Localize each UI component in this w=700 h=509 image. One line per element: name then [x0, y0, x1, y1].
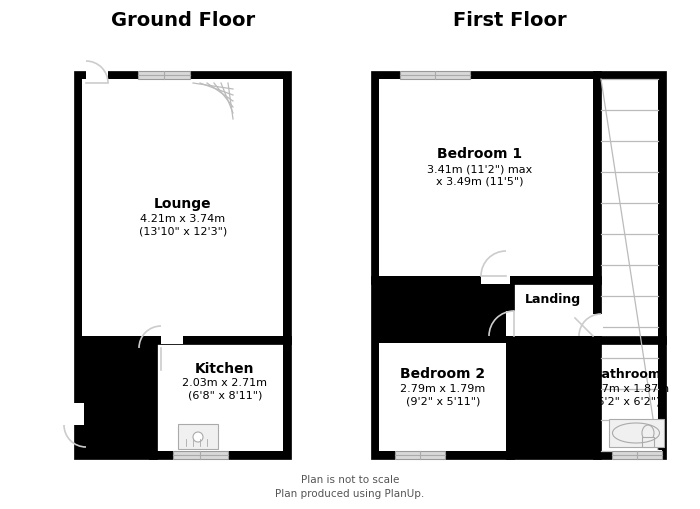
Text: (13'10" x 12'3"): (13'10" x 12'3")	[139, 226, 227, 236]
Bar	[371, 276, 601, 284]
Bar	[642, 437, 654, 447]
Text: x 3.49m (11'5"): x 3.49m (11'5")	[436, 176, 524, 186]
Bar	[138, 70, 190, 80]
Bar	[593, 336, 666, 344]
Bar	[74, 403, 84, 425]
Text: (6'8" x 8'11"): (6'8" x 8'11")	[188, 390, 262, 400]
Bar	[593, 314, 603, 336]
Bar	[601, 79, 658, 451]
Text: 2.03m x 2.71m: 2.03m x 2.71m	[183, 378, 267, 388]
Bar	[601, 343, 658, 451]
Text: Kitchen: Kitchen	[195, 362, 255, 376]
Bar	[173, 451, 228, 459]
Bar	[506, 311, 516, 336]
Bar	[481, 274, 510, 284]
Text: (6'2" x 6'2"): (6'2" x 6'2")	[594, 396, 661, 406]
Bar	[149, 336, 157, 459]
Bar	[395, 451, 445, 459]
Bar	[74, 71, 291, 459]
Bar	[395, 450, 445, 460]
Text: Bathroom: Bathroom	[593, 367, 662, 381]
Bar	[149, 336, 291, 344]
Ellipse shape	[642, 425, 654, 441]
Text: First Floor: First Floor	[453, 11, 567, 30]
Text: Lounge: Lounge	[154, 197, 212, 211]
Bar	[161, 334, 183, 344]
Bar	[173, 450, 228, 460]
Text: Bedroom 1: Bedroom 1	[438, 147, 523, 161]
Bar	[86, 69, 108, 79]
Text: Bedroom 2: Bedroom 2	[400, 367, 486, 381]
Bar	[379, 79, 593, 276]
Bar	[400, 70, 470, 80]
Text: 4.21m x 3.74m: 4.21m x 3.74m	[141, 214, 225, 224]
Bar	[178, 424, 218, 449]
Bar	[157, 343, 283, 451]
Circle shape	[193, 432, 203, 442]
Text: Plan is not to scale
Plan produced using PlanUp.: Plan is not to scale Plan produced using…	[275, 475, 425, 499]
Bar	[609, 419, 664, 447]
Bar	[612, 451, 662, 459]
Text: Ground Floor: Ground Floor	[111, 11, 255, 30]
Bar	[514, 284, 593, 336]
Text: Landing: Landing	[525, 293, 581, 305]
Text: 2.79m x 1.79m: 2.79m x 1.79m	[400, 384, 486, 394]
Bar	[612, 450, 662, 460]
Bar	[82, 79, 283, 336]
Text: 3.41m (11'2") max: 3.41m (11'2") max	[428, 164, 533, 174]
Bar	[138, 71, 190, 79]
Text: (9'2" x 5'11"): (9'2" x 5'11")	[406, 396, 480, 406]
Bar	[593, 71, 601, 459]
Bar	[371, 71, 666, 459]
Bar	[506, 336, 514, 459]
Bar	[379, 343, 506, 451]
Bar	[506, 276, 514, 344]
Bar	[400, 71, 470, 79]
Text: 1.87m x 1.87m: 1.87m x 1.87m	[584, 384, 670, 394]
